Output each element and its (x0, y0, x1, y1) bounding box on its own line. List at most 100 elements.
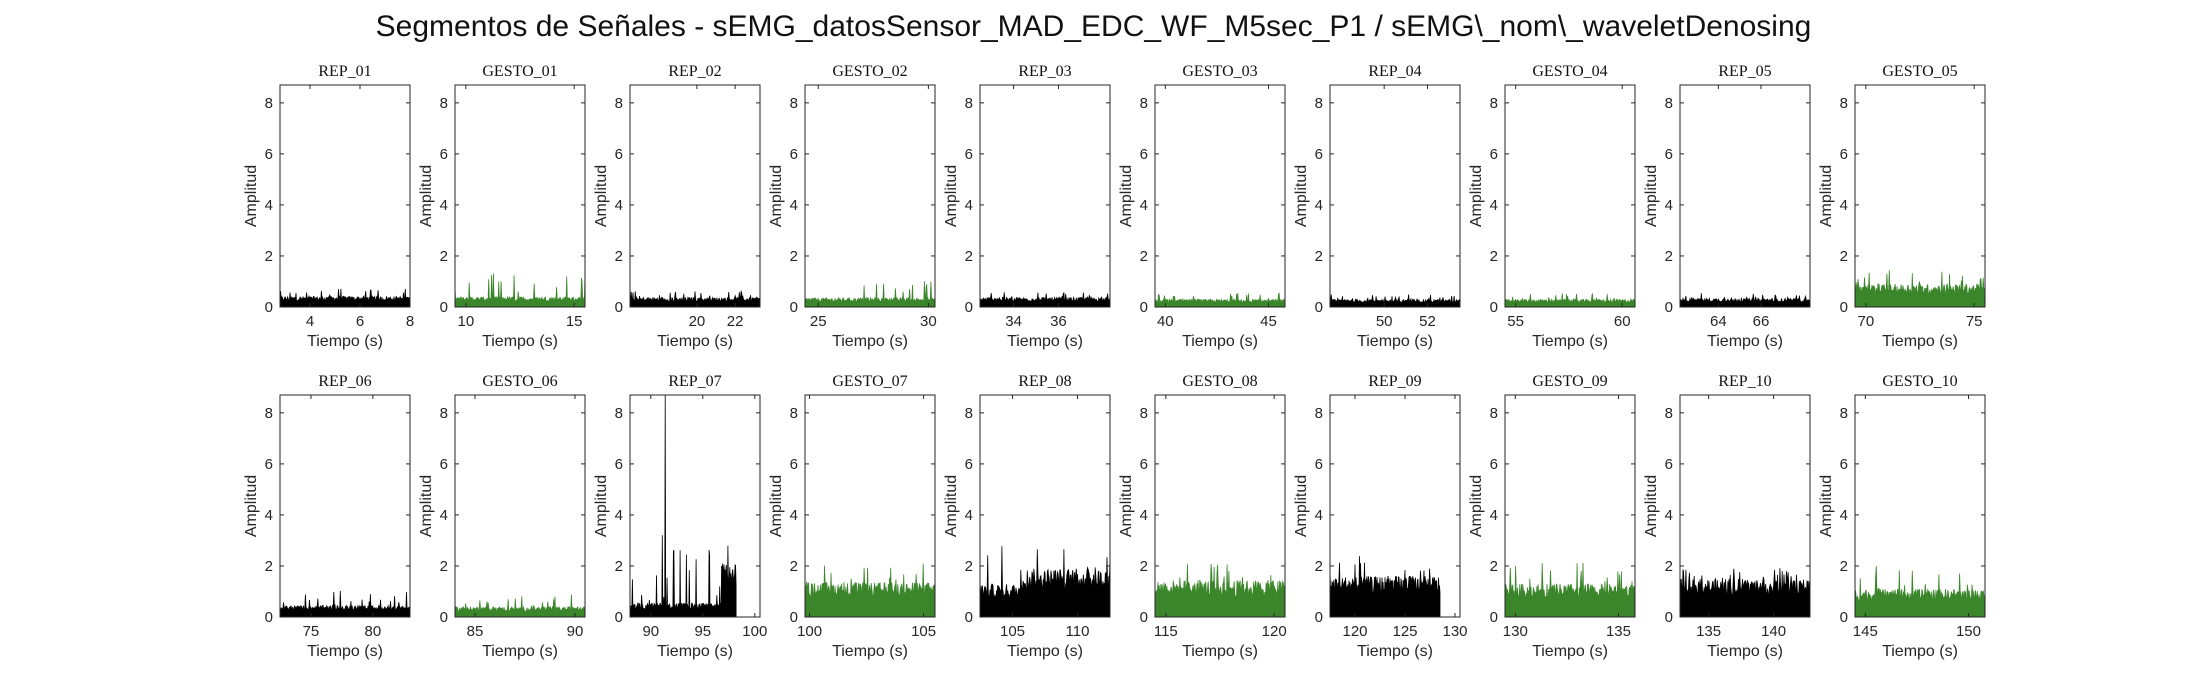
y-tick-label: 6 (1315, 146, 1323, 163)
x-tick-label: 95 (694, 623, 711, 640)
x-axis-label: Tiempo (s) (482, 333, 558, 350)
subplot-gesto-10: 0 2 4 6 8 145 150 GESTO_10 Tiempo (s) Amplitud (1818, 373, 1986, 660)
signal-trace (1679, 568, 1811, 618)
axes-box (1329, 394, 1461, 618)
signal-trace (1679, 293, 1811, 308)
x-tick-label: 45 (1260, 313, 1277, 330)
signal-trace (1329, 294, 1461, 308)
y-tick-label: 6 (265, 456, 273, 473)
x-tick-label: 64 (1710, 313, 1727, 330)
x-axis-label: Tiempo (s) (832, 333, 908, 350)
y-tick-label: 2 (1665, 558, 1673, 575)
y-tick-label: 0 (1490, 609, 1498, 626)
y-tick-label: 6 (440, 146, 448, 163)
axes-box (1504, 84, 1636, 308)
signal-trace (279, 590, 411, 618)
y-axis-label: Amplitud (243, 165, 260, 227)
y-tick-label: 6 (265, 146, 273, 163)
y-tick-label: 0 (265, 299, 273, 316)
y-tick-label: 4 (440, 507, 448, 524)
x-tick-label: 75 (1966, 313, 1983, 330)
y-tick-label: 0 (615, 299, 623, 316)
y-tick-label: 2 (265, 248, 273, 265)
subplot-title: GESTO_05 (1882, 63, 1957, 80)
y-axis-label: Amplitud (418, 475, 435, 537)
y-tick-label: 8 (965, 405, 973, 422)
x-axis-label: Tiempo (s) (1707, 643, 1783, 660)
y-axis-label: Amplitud (1293, 475, 1310, 537)
y-axis-label: Amplitud (1643, 165, 1660, 227)
y-tick-label: 4 (965, 507, 973, 524)
x-tick-label: 135 (1696, 623, 1721, 640)
x-tick-label: 40 (1157, 313, 1174, 330)
subplot-title: GESTO_01 (482, 63, 557, 80)
y-tick-label: 8 (1665, 405, 1673, 422)
axes-box (979, 84, 1111, 308)
y-tick-label: 4 (1490, 197, 1498, 214)
y-tick-label: 4 (440, 197, 448, 214)
y-tick-label: 8 (1315, 95, 1323, 112)
x-axis-label: Tiempo (s) (1882, 643, 1958, 660)
x-axis-label: Tiempo (s) (657, 333, 733, 350)
y-tick-label: 8 (265, 95, 273, 112)
y-tick-label: 8 (1140, 405, 1148, 422)
y-tick-label: 4 (615, 507, 623, 524)
x-tick-label: 100 (742, 623, 767, 640)
signal-trace (1504, 292, 1636, 308)
x-axis-label: Tiempo (s) (482, 643, 558, 660)
x-axis-label: Tiempo (s) (832, 643, 908, 660)
x-tick-label: 36 (1050, 313, 1067, 330)
x-axis-label: Tiempo (s) (1707, 333, 1783, 350)
x-tick-label: 70 (1857, 313, 1874, 330)
y-tick-label: 8 (1140, 95, 1148, 112)
signal-trace (1504, 562, 1636, 618)
y-tick-label: 8 (1490, 405, 1498, 422)
y-tick-label: 8 (265, 405, 273, 422)
subplot-gesto-06: 0 2 4 6 8 85 90 GESTO_06 Tiempo (s) Amplitud (418, 373, 586, 660)
x-tick-label: 4 (306, 313, 314, 330)
y-tick-label: 8 (615, 95, 623, 112)
axes-box (979, 394, 1111, 618)
y-tick-label: 6 (965, 146, 973, 163)
y-axis-label: Amplitud (768, 475, 785, 537)
axes-box (454, 394, 586, 618)
x-axis-label: Tiempo (s) (1357, 333, 1433, 350)
y-tick-label: 4 (790, 197, 798, 214)
y-axis-label: Amplitud (1118, 165, 1135, 227)
x-tick-label: 100 (797, 623, 822, 640)
x-axis-label: Tiempo (s) (1007, 333, 1083, 350)
subplot-gesto-07: 0 2 4 6 8 100 105 GESTO_07 Tiempo (s) Amplitud (768, 373, 936, 660)
signal-trace (1854, 566, 1986, 618)
y-tick-label: 4 (1840, 197, 1848, 214)
y-tick-label: 4 (1140, 197, 1148, 214)
subplot-rep-07: 0 2 4 6 8 90 95 100 REP_07 Tiempo (s) Amplitud (593, 373, 767, 660)
x-tick-label: 145 (1853, 623, 1878, 640)
axes-box (1154, 394, 1286, 618)
subplot-title: REP_01 (318, 63, 371, 80)
x-tick-label: 135 (1606, 623, 1631, 640)
x-axis-label: Tiempo (s) (657, 643, 733, 660)
y-tick-label: 4 (265, 507, 273, 524)
y-tick-label: 0 (615, 609, 623, 626)
x-tick-label: 34 (1005, 313, 1022, 330)
y-tick-label: 2 (965, 248, 973, 265)
y-tick-label: 0 (265, 609, 273, 626)
subplot-title: GESTO_09 (1532, 373, 1607, 390)
subplot-title: GESTO_07 (832, 373, 907, 390)
x-axis-label: Tiempo (s) (1182, 333, 1258, 350)
signal-trace (629, 289, 761, 308)
y-tick-label: 4 (1490, 507, 1498, 524)
y-tick-label: 2 (790, 248, 798, 265)
signal-trace (1154, 563, 1286, 618)
subplot-rep-01: 0 2 4 6 8 4 6 8 REP_01 Tiempo (s) Amplitud (243, 63, 414, 350)
y-axis-label: Amplitud (1643, 475, 1660, 537)
subplot-gesto-04: 0 2 4 6 8 55 60 GESTO_04 Tiempo (s) Amplitud (1468, 63, 1636, 350)
axes-box (1679, 84, 1811, 308)
y-tick-label: 0 (1840, 609, 1848, 626)
subplot-title: GESTO_03 (1182, 63, 1257, 80)
y-tick-label: 2 (1490, 248, 1498, 265)
axes-box (804, 394, 936, 618)
y-tick-label: 2 (615, 558, 623, 575)
signal-trace (279, 288, 411, 308)
y-tick-label: 6 (1840, 146, 1848, 163)
